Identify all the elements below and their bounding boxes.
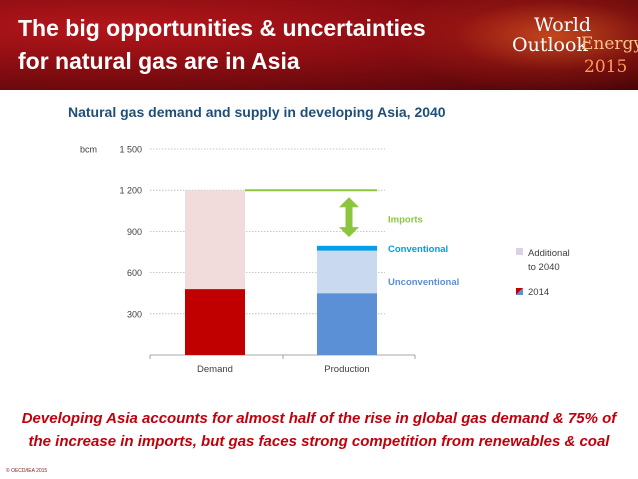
header-banner: The big opportunities & uncertainties fo…: [0, 0, 638, 90]
y-tick-label: 1 200: [119, 186, 142, 196]
copyright: © OECD/IEA 2015: [6, 468, 48, 474]
title-line-2: for natural gas are in Asia: [18, 48, 300, 74]
imports-arrow-head-bottom: [339, 227, 359, 238]
y-tick-label: 1 500: [119, 145, 142, 155]
x-tick-label: Production: [324, 364, 369, 375]
logo-year: 2015: [584, 57, 628, 77]
y-axis-unit: bcm: [80, 145, 97, 155]
legend-swatch-2014-blue: [516, 288, 523, 295]
legend-swatch-additional: [516, 248, 523, 255]
weo-logo: World Outlook Energy 2015: [512, 14, 638, 80]
bar-segment: [317, 293, 377, 355]
logo-word-world: World: [534, 14, 591, 36]
legend-label-2014: 2014: [528, 287, 549, 298]
bar-segment: [317, 245, 377, 251]
y-tick-label: 600: [127, 268, 142, 278]
annotation-label: Imports: [388, 215, 423, 226]
logo-word-energy: Energy: [581, 34, 638, 54]
legend-label-additional: Additional: [528, 248, 570, 259]
logo-word-outlook: Outlook: [512, 34, 588, 56]
y-tick-label: 300: [127, 309, 142, 319]
chart: 300 600 900 1 200 1 500 bcm Demand Production Im…: [80, 145, 570, 376]
imports-arrow-shaft: [345, 206, 353, 229]
bar-segment: [185, 289, 245, 355]
bar-segment: [317, 250, 377, 294]
caption: Developing Asia accounts for almost half…: [0, 407, 638, 453]
x-tick-label: Demand: [197, 364, 233, 375]
annotation-label: Conventional: [388, 244, 448, 255]
header-glow: [398, 0, 638, 90]
legend-label-additional-2: to 2040: [528, 262, 560, 273]
y-tick-label: 900: [127, 227, 142, 237]
caption-line-1: Developing Asia accounts for almost half…: [21, 410, 617, 427]
chart-title: Natural gas demand and supply in develop…: [68, 104, 446, 120]
caption-line-2: the increase in imports, but gas faces s…: [28, 433, 610, 450]
bar-segment: [185, 190, 245, 290]
annotation-label: Unconventional: [388, 277, 459, 288]
imports-arrow-head-top: [339, 197, 359, 208]
page-title: The big opportunities & uncertainties fo…: [18, 12, 488, 78]
title-line-1: The big opportunities & uncertainties: [18, 15, 426, 41]
